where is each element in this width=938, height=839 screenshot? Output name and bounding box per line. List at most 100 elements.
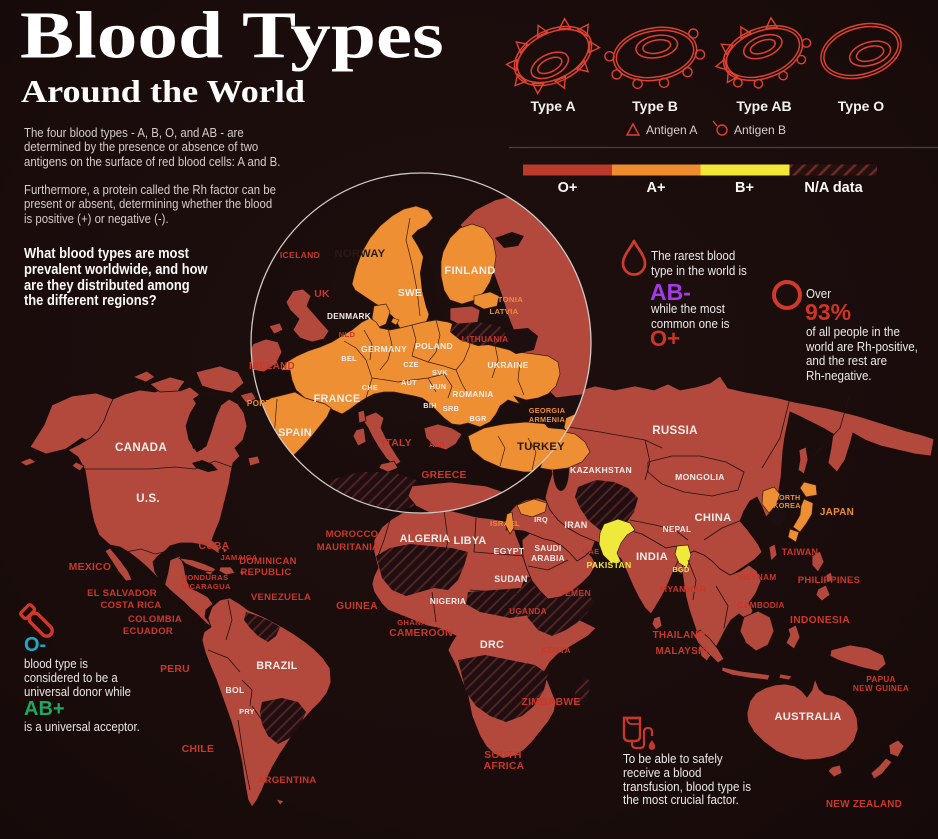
svg-text:BIH: BIH (423, 401, 436, 410)
svg-text:SAUDI: SAUDI (535, 544, 562, 553)
svg-text:ZIMBABWE: ZIMBABWE (521, 697, 580, 708)
svg-text:SPAIN: SPAIN (278, 427, 312, 439)
svg-text:SVK: SVK (432, 368, 448, 377)
svg-text:THAILAND: THAILAND (653, 630, 706, 641)
svg-text:UK: UK (314, 289, 330, 300)
svg-text:CHILE: CHILE (182, 744, 214, 755)
svg-text:LIBYA: LIBYA (454, 535, 487, 547)
svg-text:JAMAICA: JAMAICA (220, 553, 257, 562)
svg-text:BOL: BOL (225, 685, 244, 695)
svg-text:UKRAINE: UKRAINE (487, 360, 528, 370)
svg-text:ISRAEL: ISRAEL (490, 519, 520, 528)
svg-text:CHINA: CHINA (695, 512, 732, 524)
svg-text:RUSSIA: RUSSIA (652, 424, 698, 437)
svg-text:GERMANY: GERMANY (361, 344, 407, 354)
svg-text:PAPUA: PAPUA (866, 675, 896, 684)
svg-text:CUBA: CUBA (199, 541, 230, 552)
svg-text:DRC: DRC (480, 639, 504, 651)
svg-text:SUDAN: SUDAN (494, 574, 528, 584)
svg-text:NLD: NLD (339, 330, 356, 339)
svg-text:GEORGIA: GEORGIA (529, 406, 566, 415)
svg-text:CAMEROON: CAMEROON (389, 628, 453, 639)
svg-text:AUT: AUT (401, 378, 417, 387)
svg-text:LITHUANIA: LITHUANIA (462, 335, 509, 344)
svg-text:COLOMBIA: COLOMBIA (128, 614, 182, 625)
svg-text:GHANA: GHANA (397, 618, 427, 627)
svg-text:MOROCCO: MOROCCO (326, 529, 379, 540)
svg-text:SRB: SRB (443, 404, 459, 413)
svg-text:KAZAKHSTAN: KAZAKHSTAN (570, 465, 632, 475)
svg-text:DOMINICAN: DOMINICAN (239, 556, 297, 567)
svg-text:SYR: SYR (523, 507, 539, 516)
svg-text:MALAYSIA: MALAYSIA (655, 646, 708, 657)
svg-text:GUINEA: GUINEA (336, 601, 378, 612)
svg-text:BGR: BGR (469, 414, 487, 423)
svg-text:VIETNAM: VIETNAM (738, 573, 777, 582)
svg-text:ICELAND: ICELAND (280, 250, 320, 260)
svg-text:ARMENIA: ARMENIA (529, 415, 566, 424)
svg-text:NORTH: NORTH (773, 493, 800, 502)
svg-text:BGD: BGD (672, 565, 689, 574)
svg-text:AUSTRALIA: AUSTRALIA (774, 711, 841, 723)
svg-text:NICARAGUA: NICARAGUA (181, 582, 231, 591)
svg-text:COSTA RICA: COSTA RICA (100, 600, 161, 611)
svg-text:MAURITANIA: MAURITANIA (317, 542, 379, 553)
svg-text:JAPAN: JAPAN (820, 507, 854, 518)
svg-text:NEPAL: NEPAL (663, 525, 692, 534)
svg-text:ESTONIA: ESTONIA (487, 295, 523, 304)
svg-text:NEW GUINEA: NEW GUINEA (853, 684, 909, 693)
svg-text:TAIWAN: TAIWAN (782, 547, 819, 557)
svg-text:PERU: PERU (160, 664, 190, 675)
svg-text:EGYPT: EGYPT (494, 546, 525, 556)
svg-text:INDIA: INDIA (636, 551, 668, 563)
svg-text:INDONESIA: INDONESIA (790, 615, 850, 626)
svg-text:POLAND: POLAND (415, 341, 453, 351)
svg-text:PHILIPPINES: PHILIPPINES (798, 575, 860, 586)
svg-text:AFRICA: AFRICA (484, 761, 525, 772)
svg-text:NORWAY: NORWAY (335, 248, 386, 260)
svg-text:IRAN: IRAN (564, 520, 587, 530)
svg-text:TURKEY: TURKEY (517, 441, 565, 453)
svg-text:FINLAND: FINLAND (444, 265, 495, 277)
svg-text:CHE: CHE (362, 383, 378, 392)
svg-text:BRAZIL: BRAZIL (256, 660, 297, 672)
svg-text:ITALY: ITALY (382, 438, 412, 449)
svg-text:MONGOLIA: MONGOLIA (675, 472, 725, 482)
svg-text:UGANDA: UGANDA (509, 607, 547, 616)
svg-text:ARABIA: ARABIA (531, 554, 565, 563)
svg-text:HONDURAS: HONDURAS (182, 573, 229, 582)
svg-text:SWE: SWE (398, 288, 422, 299)
svg-text:CANADA: CANADA (115, 441, 167, 454)
svg-text:KENYA: KENYA (541, 646, 570, 655)
svg-text:KOREA: KOREA (773, 501, 800, 510)
svg-text:U.S.: U.S. (136, 492, 160, 505)
svg-text:NEW ZEALAND: NEW ZEALAND (826, 799, 902, 810)
svg-text:LATVIA: LATVIA (490, 307, 519, 316)
svg-text:PRY: PRY (239, 707, 255, 716)
svg-text:HUN: HUN (430, 382, 447, 391)
svg-text:NIGERIA: NIGERIA (430, 597, 466, 606)
svg-text:FRANCE: FRANCE (314, 393, 361, 405)
svg-text:YEMEN: YEMEN (559, 588, 591, 598)
svg-text:REPUBLIC: REPUBLIC (241, 567, 292, 578)
svg-text:CAMBODIA: CAMBODIA (737, 601, 784, 610)
svg-text:ROMANIA: ROMANIA (452, 390, 493, 399)
svg-text:PORTUGAL: PORTUGAL (247, 399, 295, 408)
svg-text:EL SALVADOR: EL SALVADOR (87, 588, 157, 599)
svg-text:IRELAND: IRELAND (249, 361, 295, 372)
svg-text:BEL: BEL (341, 354, 357, 363)
svg-text:IRQ: IRQ (534, 515, 548, 524)
svg-text:MYANMAR: MYANMAR (660, 584, 707, 594)
svg-text:DENMARK: DENMARK (327, 312, 371, 321)
svg-text:GREECE: GREECE (421, 470, 466, 481)
svg-text:UAE: UAE (582, 547, 599, 556)
svg-text:PAKISTAN: PAKISTAN (586, 560, 631, 570)
svg-text:CZE: CZE (403, 360, 419, 369)
svg-text:ALB: ALB (429, 440, 445, 449)
svg-text:ARGENTINA: ARGENTINA (257, 775, 316, 786)
svg-text:ECUADOR: ECUADOR (123, 626, 173, 637)
svg-text:VENEZUELA: VENEZUELA (251, 592, 311, 603)
svg-text:SOUTH: SOUTH (484, 750, 522, 761)
svg-text:ALGERIA: ALGERIA (400, 533, 451, 545)
svg-text:MEXICO: MEXICO (69, 562, 111, 573)
